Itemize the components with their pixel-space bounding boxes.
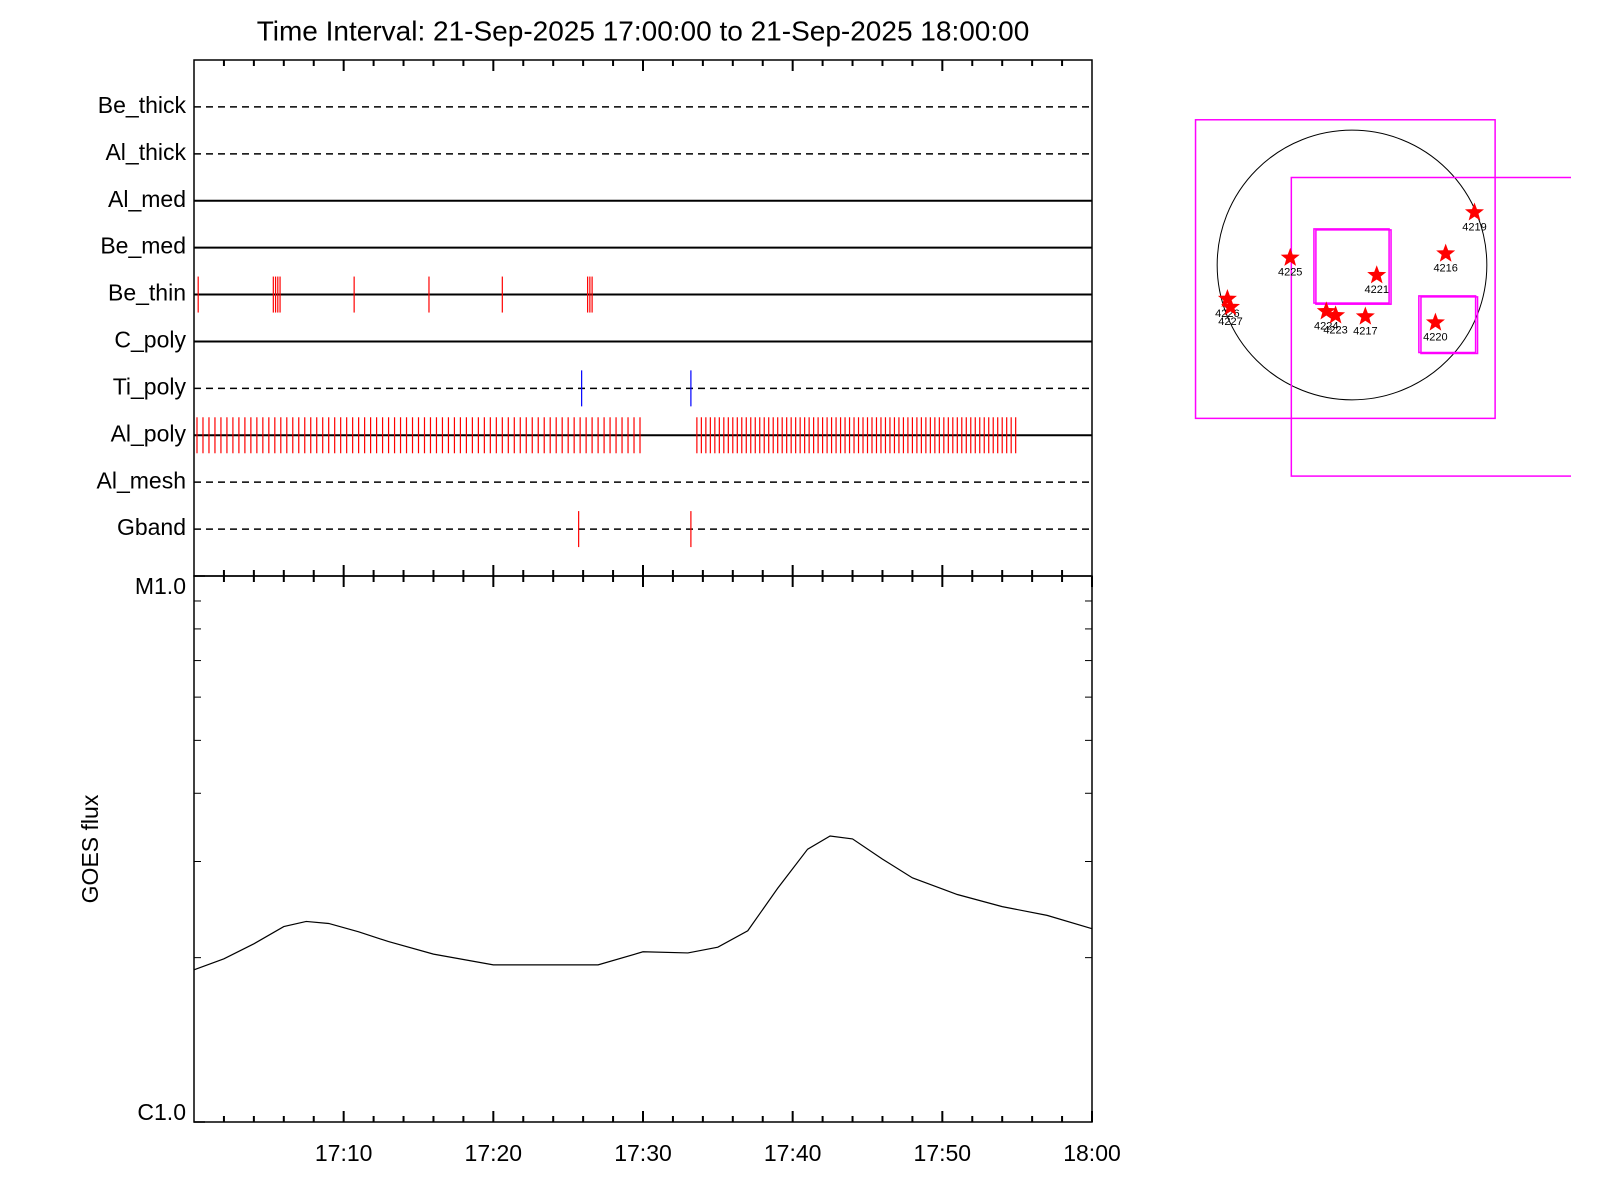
region-label: 4227 <box>1218 316 1242 328</box>
region-marker <box>1221 297 1241 316</box>
region-label: 4220 <box>1423 331 1447 343</box>
region-label: 4219 <box>1462 221 1486 233</box>
region-label: 4221 <box>1364 284 1388 296</box>
region-marker <box>1367 265 1387 284</box>
region-marker <box>1316 301 1336 320</box>
region-label: 4223 <box>1323 324 1347 336</box>
plot-frame <box>193 59 1093 577</box>
filter-label: Al_thick <box>105 139 186 165</box>
filter-label: Be_thin <box>108 280 186 306</box>
filter-label: Gband <box>117 514 186 540</box>
region-label: 4225 <box>1278 267 1302 279</box>
x-tick-label: 17:10 <box>315 1140 373 1166</box>
x-tick-label: 17:30 <box>614 1140 672 1166</box>
fov-box <box>1194 119 1496 420</box>
fov-box <box>1315 229 1392 305</box>
filter-label: Be_thick <box>98 92 187 118</box>
region-label: 4217 <box>1353 325 1377 337</box>
region-marker <box>1217 288 1237 308</box>
plot-frame <box>193 575 1093 1123</box>
filter-label: Be_med <box>100 233 186 259</box>
region-marker <box>1436 243 1456 262</box>
region-marker <box>1425 312 1445 331</box>
y-tick-label: C1.0 <box>137 1099 186 1125</box>
filter-label: Al_poly <box>111 420 187 446</box>
x-tick-label: 17:50 <box>914 1140 972 1166</box>
fov-box <box>1290 176 1571 477</box>
filter-label: Al_med <box>108 186 186 212</box>
region-marker <box>1464 202 1484 221</box>
region-label: 4224 <box>1314 320 1338 332</box>
chart-title: Time Interval: 21-Sep-2025 17:00:00 to 2… <box>257 15 1030 46</box>
region-label: 4216 <box>1433 263 1457 275</box>
y-tick-label: M1.0 <box>135 573 186 599</box>
region-marker <box>1326 305 1346 324</box>
fov-box <box>1420 296 1479 355</box>
solar-disk <box>1216 129 1488 401</box>
fov-box <box>1418 295 1477 354</box>
filter-label: Ti_poly <box>113 373 187 399</box>
x-tick-label: 18:00 <box>1063 1140 1121 1166</box>
filter-label: C_poly <box>114 327 186 353</box>
x-tick-label: 17:40 <box>764 1140 822 1166</box>
filter-label: Al_mesh <box>97 467 186 493</box>
x-tick-label: 17:20 <box>465 1140 523 1166</box>
region-marker <box>1355 306 1375 325</box>
goes-curve <box>193 835 1093 971</box>
y-axis-label: GOES flux <box>77 794 103 903</box>
fov-box <box>1313 228 1390 304</box>
region-marker <box>1280 247 1300 266</box>
